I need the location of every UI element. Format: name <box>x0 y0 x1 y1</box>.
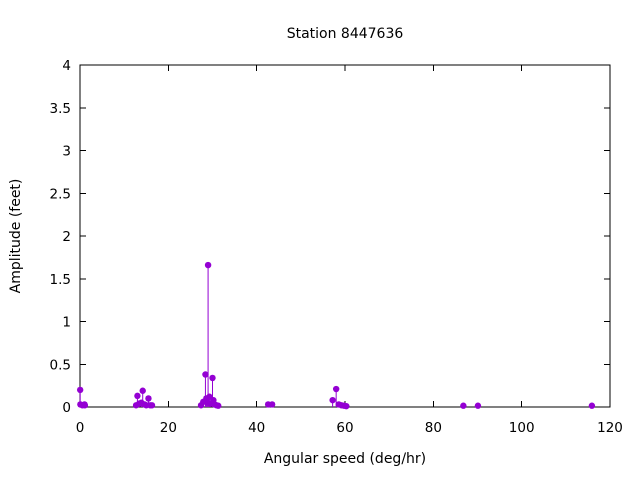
y-tick-label: 0 <box>62 400 71 416</box>
y-tick-label: 1 <box>62 315 71 331</box>
data-point <box>343 402 350 410</box>
x-tick-label: 40 <box>248 420 265 436</box>
data-point <box>202 371 209 378</box>
data-point <box>588 402 596 409</box>
y-tick-label: 1.5 <box>50 272 71 288</box>
data-point <box>215 402 222 409</box>
x-tick-label: 120 <box>597 420 623 436</box>
data-point <box>204 261 212 269</box>
y-tick-label: 3.5 <box>50 101 71 117</box>
x-tick-label: 80 <box>425 420 442 436</box>
data-point <box>148 402 156 409</box>
x-tick-label: 20 <box>160 420 177 436</box>
y-tick-label: 4 <box>62 58 71 74</box>
data-point <box>332 385 340 393</box>
data-point <box>81 402 89 409</box>
data-point <box>76 386 84 394</box>
data-point <box>329 396 336 404</box>
y-axis-label: Amplitude (feet) <box>8 179 24 294</box>
y-tick-label: 2.5 <box>50 186 71 202</box>
y-tick-label: 0.5 <box>50 357 71 373</box>
plot-area: 0 20 40 60 80 100 120 0 0.5 1 1.5 2 2.5 3 3.5 4 <box>50 58 623 436</box>
chart-title: Station 8447636 <box>287 26 404 42</box>
data-point <box>209 374 216 382</box>
data-point <box>134 392 141 400</box>
data-point <box>139 387 146 394</box>
x-tick-label: 100 <box>509 420 535 436</box>
x-tick-label: 60 <box>336 420 353 436</box>
y-tick-label: 3 <box>62 144 71 160</box>
data-point <box>145 395 152 402</box>
x-axis-label: Angular speed (deg/hr) <box>264 451 426 467</box>
y-tick-label: 2 <box>62 229 71 245</box>
data-point <box>268 401 276 408</box>
data-point <box>460 402 467 409</box>
plot-frame <box>79 64 611 408</box>
data-point <box>474 402 482 409</box>
x-tick-label: 0 <box>76 420 85 436</box>
